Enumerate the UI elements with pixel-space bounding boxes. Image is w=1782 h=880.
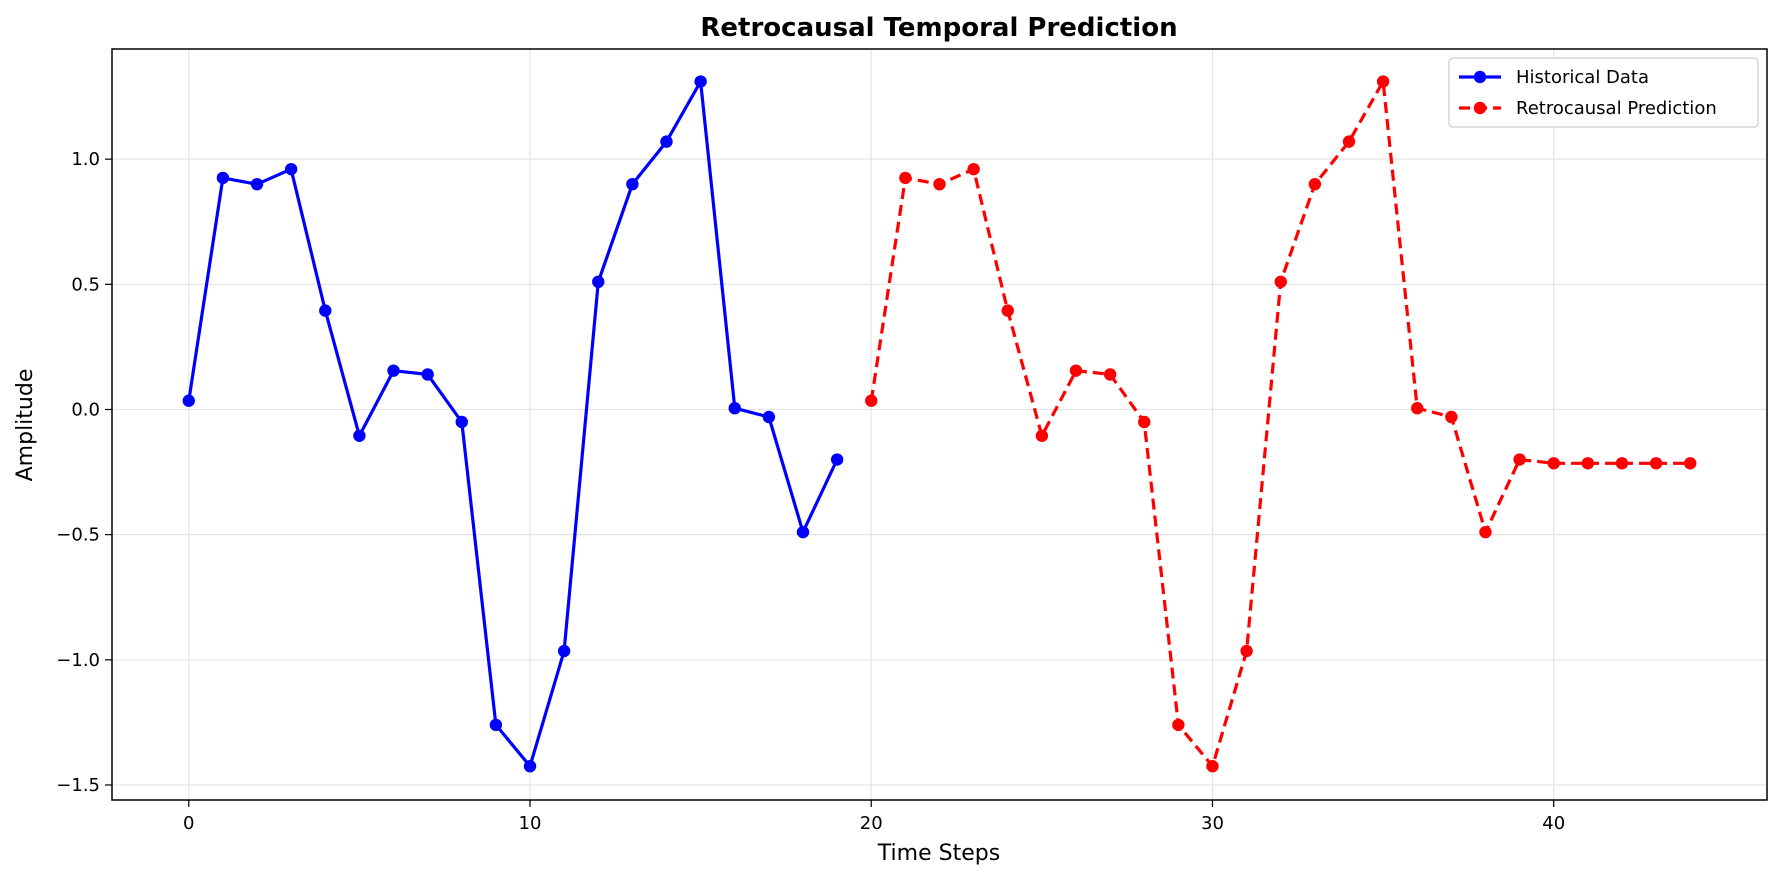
data-point	[1445, 410, 1458, 424]
data-point	[694, 75, 707, 88]
legend-marker	[1473, 101, 1487, 115]
data-point	[728, 402, 741, 415]
data-point	[1479, 525, 1492, 539]
plot-frame	[111, 48, 1768, 801]
data-point	[1411, 402, 1424, 415]
data-point	[284, 162, 298, 176]
legend-label: Historical Data	[1516, 67, 1649, 88]
x-tick-label: 20	[860, 813, 883, 834]
y-tick-label: 1.0	[71, 149, 100, 170]
data-point	[1274, 275, 1287, 289]
x-axis-label: Time Steps	[877, 841, 1000, 866]
x-tick-label: 0	[183, 813, 194, 834]
data-point	[1684, 457, 1697, 470]
series-1	[182, 75, 844, 773]
data-point	[899, 171, 912, 185]
data-point	[865, 394, 878, 407]
data-point	[1547, 457, 1560, 470]
data-point	[967, 162, 980, 176]
data-point	[1308, 177, 1322, 191]
grid	[112, 49, 1767, 800]
data-point	[830, 453, 844, 466]
data-point	[387, 364, 400, 377]
data-point	[1172, 718, 1185, 732]
data-point	[1035, 429, 1049, 442]
data-point	[216, 171, 230, 185]
y-tick-label: 0.0	[71, 399, 100, 420]
data-point	[489, 718, 503, 732]
legend-label: Retrocausal Prediction	[1516, 98, 1717, 119]
x-tick-label: 10	[519, 813, 542, 834]
data-point	[1581, 457, 1595, 470]
data-point	[1513, 453, 1526, 466]
y-tick-label: −1.0	[56, 650, 100, 671]
data-point	[1103, 368, 1117, 381]
series-line	[187, 79, 839, 768]
y-tick-label: −0.5	[56, 525, 100, 546]
data-point	[1069, 364, 1083, 377]
data-point	[1240, 644, 1253, 658]
data-point	[1001, 304, 1014, 317]
data-point	[182, 394, 195, 407]
data-point	[933, 177, 946, 191]
data-point	[421, 368, 434, 381]
legend: Historical Data Retrocausal Prediction	[1448, 57, 1759, 128]
y-tick-label: 0.5	[71, 274, 100, 295]
axis-ticks: 0 10 20 30 40 −1.5 −1.0 −0.5 0.0 0.5 1.0	[56, 149, 1565, 834]
data-point	[319, 304, 332, 317]
data-point	[1615, 457, 1629, 470]
data-point	[1206, 760, 1219, 773]
data-point	[353, 429, 366, 442]
x-tick-label: 30	[1201, 813, 1224, 834]
data-point	[1376, 75, 1390, 88]
legend-box	[1448, 57, 1759, 128]
data-point	[557, 644, 571, 658]
data-point	[626, 177, 639, 191]
legend-marker	[1473, 70, 1487, 84]
y-axis-label: Amplitude	[13, 369, 38, 482]
chart-title: Retrocausal Temporal Prediction	[700, 13, 1177, 43]
data-point	[1342, 135, 1356, 148]
data-point	[762, 410, 776, 424]
data-point	[592, 275, 605, 289]
series-layer	[182, 75, 1697, 773]
x-tick-label: 40	[1542, 813, 1565, 834]
y-tick-label: −1.5	[56, 775, 100, 796]
data-point	[455, 415, 468, 429]
data-point	[250, 177, 264, 191]
data-point	[796, 525, 810, 539]
series-2	[865, 75, 1697, 773]
data-point	[523, 760, 537, 773]
data-point	[660, 135, 673, 148]
data-point	[1138, 415, 1151, 429]
data-point	[1649, 457, 1663, 470]
